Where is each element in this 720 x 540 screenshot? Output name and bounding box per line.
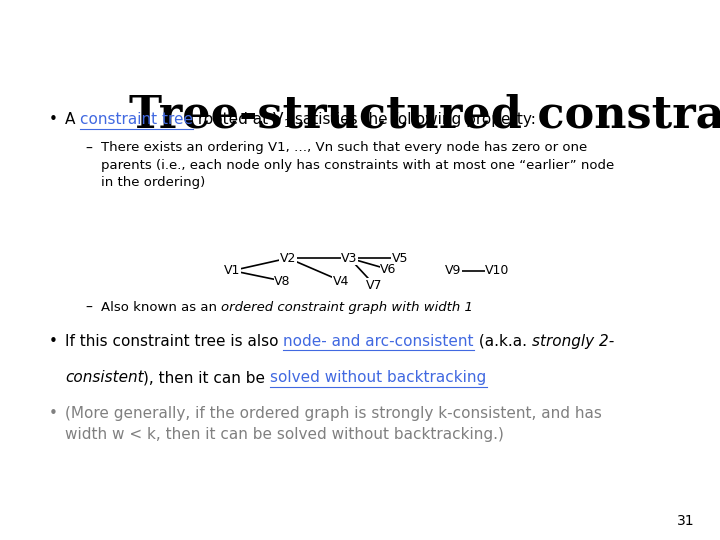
Text: solved without backtracking: solved without backtracking xyxy=(270,370,487,386)
Text: node- and arc-consistent: node- and arc-consistent xyxy=(283,334,474,349)
Text: If this constraint tree is also: If this constraint tree is also xyxy=(65,334,283,349)
Text: 31: 31 xyxy=(678,514,695,528)
Text: constraint tree: constraint tree xyxy=(80,112,193,127)
Text: •: • xyxy=(49,334,58,349)
Text: There exists an ordering V1, …, Vn such that every node has zero or one
parents : There exists an ordering V1, …, Vn such … xyxy=(101,141,614,190)
Text: rooted at V: rooted at V xyxy=(193,112,284,127)
Text: consistent: consistent xyxy=(65,370,143,386)
Text: •: • xyxy=(49,406,58,421)
Text: V3: V3 xyxy=(341,252,358,265)
Text: V6: V6 xyxy=(380,263,397,276)
Text: V4: V4 xyxy=(333,274,349,287)
Text: V10: V10 xyxy=(485,264,510,277)
Text: V7: V7 xyxy=(366,279,383,292)
Text: V1: V1 xyxy=(224,264,240,277)
Text: V9: V9 xyxy=(444,264,461,277)
Text: 1: 1 xyxy=(284,119,290,129)
Text: ), then it can be: ), then it can be xyxy=(143,370,270,386)
Text: •: • xyxy=(49,112,58,127)
Text: V5: V5 xyxy=(392,252,408,265)
Text: (a.k.a.: (a.k.a. xyxy=(474,334,531,349)
Text: Also known as an: Also known as an xyxy=(101,301,221,314)
Text: –: – xyxy=(85,301,92,315)
Text: ordered constraint graph with width 1: ordered constraint graph with width 1 xyxy=(221,301,473,314)
Text: (More generally, if the ordered graph is strongly k-consistent, and has
width w : (More generally, if the ordered graph is… xyxy=(65,406,602,442)
Text: Tree-structured constraint graph: Tree-structured constraint graph xyxy=(129,94,720,137)
Text: V2: V2 xyxy=(280,252,296,265)
Text: A: A xyxy=(65,112,80,127)
Text: strongly 2-: strongly 2- xyxy=(531,334,613,349)
Text: –: – xyxy=(85,141,92,156)
Text: satisfies the following property:: satisfies the following property: xyxy=(290,112,536,127)
Text: V8: V8 xyxy=(274,274,291,287)
